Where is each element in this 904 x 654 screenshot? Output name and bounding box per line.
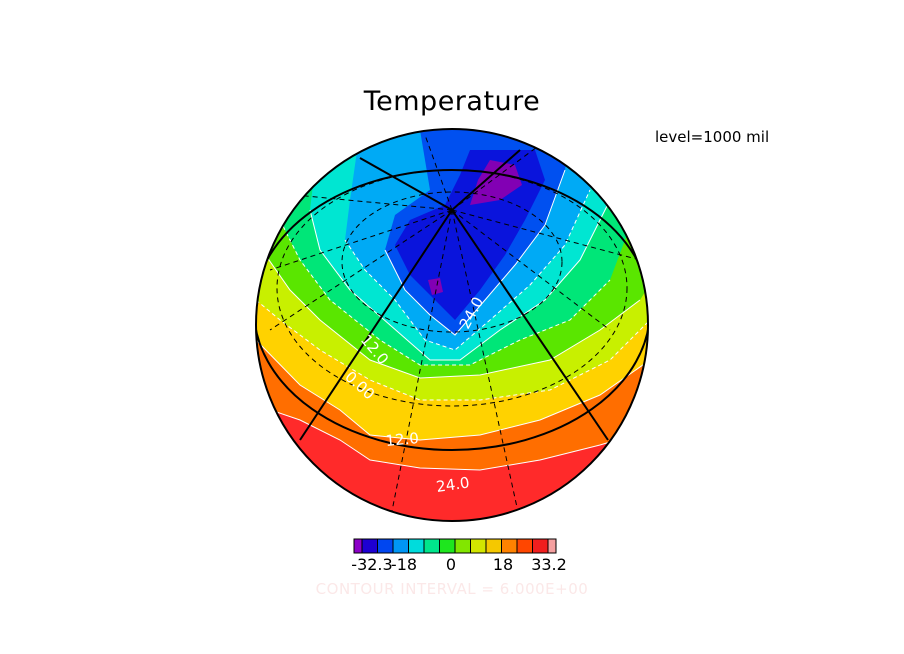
- colorbar-swatch: [408, 538, 425, 554]
- band-purple: [470, 160, 522, 205]
- colorbar-swatch: [532, 538, 549, 554]
- colorbar-swatch: [485, 538, 502, 554]
- colorbar-swatch: [392, 538, 409, 554]
- colorbar-swatch: [353, 538, 363, 554]
- colorbar-swatch: [501, 538, 518, 554]
- colorbar-tick-label: -18: [390, 555, 418, 574]
- colorbar-swatch: [377, 538, 394, 554]
- contour-label: 24.0: [435, 473, 471, 495]
- colorbar: [353, 538, 557, 554]
- temperature-field: [256, 129, 648, 521]
- level-label: level=1000 mil: [655, 128, 770, 146]
- colorbar-swatch: [547, 538, 557, 554]
- colorbar-swatch: [361, 538, 378, 554]
- colorbar-swatch: [423, 538, 440, 554]
- contour-label: 12.0: [385, 429, 420, 450]
- globe-outline: [255, 128, 649, 522]
- colorbar-swatch: [516, 538, 533, 554]
- colorbar-tick-label: 0: [445, 555, 457, 574]
- plot-title: Temperature: [363, 86, 541, 117]
- white-contours: [256, 169, 648, 471]
- band-purple-small: [428, 278, 443, 295]
- colorbar-tick-label: 18: [492, 555, 514, 574]
- colorbar-swatch: [454, 538, 471, 554]
- colorbar-tick-label: -32.3: [351, 555, 393, 574]
- contour-interval-label: CONTOUR INTERVAL = 6.000E+00: [315, 580, 589, 598]
- colorbar-swatch: [439, 538, 456, 554]
- colorbar-tick-label: 33.2: [531, 555, 567, 574]
- colorbar-swatch: [470, 538, 487, 554]
